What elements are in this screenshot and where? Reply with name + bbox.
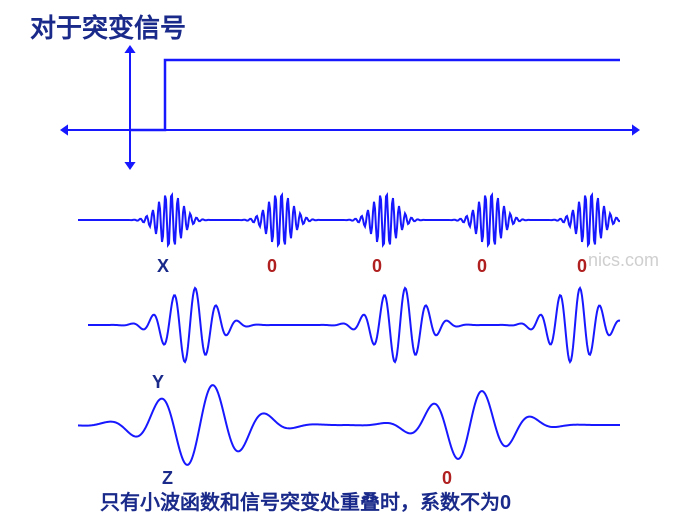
wavelet-row-coarse: [78, 385, 620, 465]
diagram-canvas: [0, 0, 677, 522]
coef-label-fine-3: 0: [477, 256, 487, 277]
wavelet-row-fine: [78, 195, 620, 245]
coef-label-fine-4: 0: [577, 256, 587, 277]
coef-label-fine-0: X: [157, 256, 169, 277]
coef-label-medium-0: Y: [152, 372, 164, 393]
wavelet-row-medium: [88, 288, 620, 362]
coef-label-coarse-0: Z: [162, 468, 173, 489]
coef-label-fine-2: 0: [372, 256, 382, 277]
coef-label-fine-1: 0: [267, 256, 277, 277]
coef-label-coarse-1: 0: [442, 468, 452, 489]
